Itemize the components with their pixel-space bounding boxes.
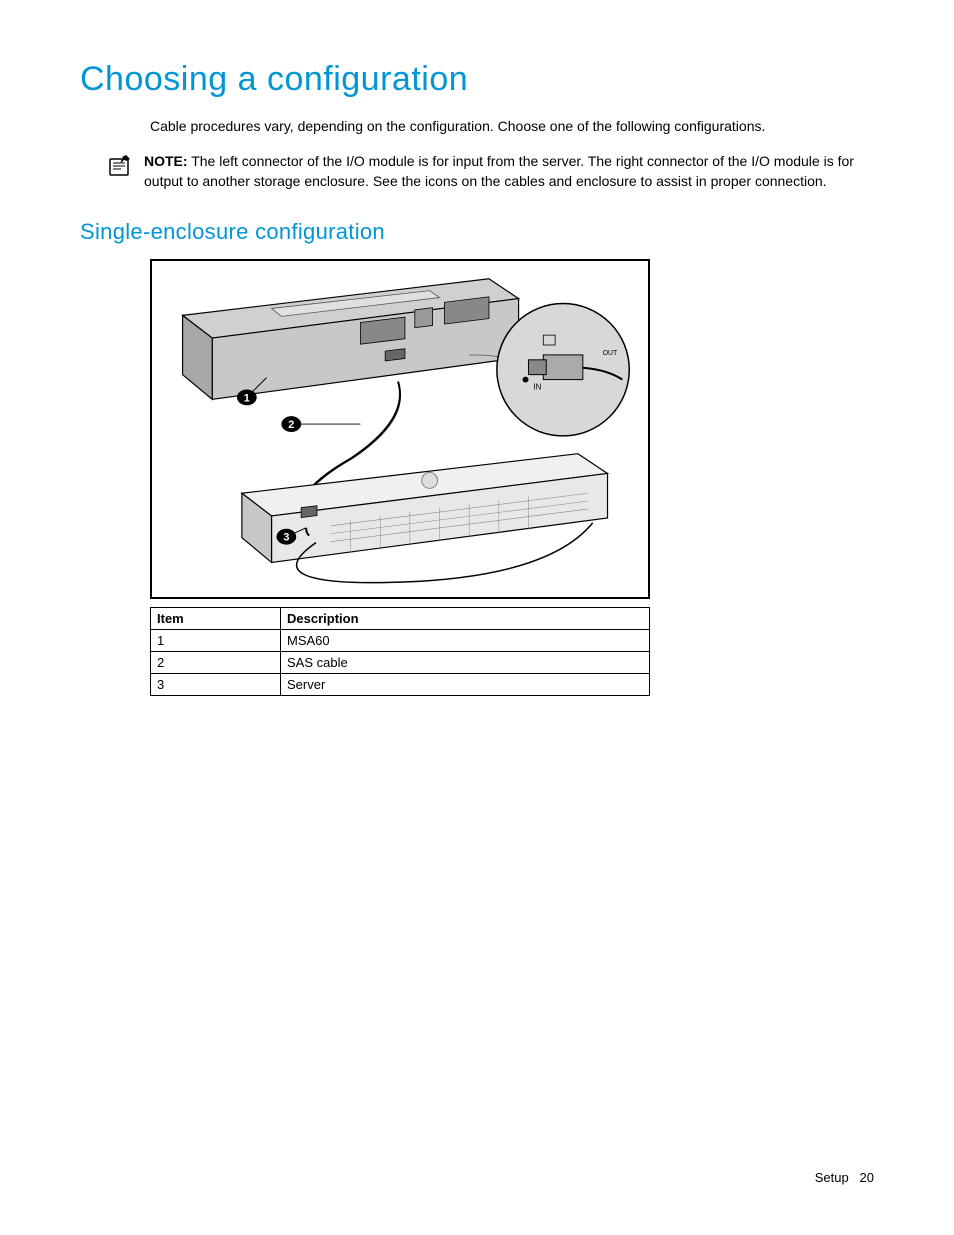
page-heading: Choosing a configuration xyxy=(80,60,874,99)
cell-description: MSA60 xyxy=(281,630,650,652)
col-header-description: Description xyxy=(281,608,650,630)
note-icon xyxy=(106,153,134,177)
svg-text:IN: IN xyxy=(533,383,541,392)
note-block: NOTE: The left connector of the I/O modu… xyxy=(80,151,874,192)
enclosure-bottom xyxy=(242,454,608,563)
cell-description: Server xyxy=(281,674,650,696)
configuration-diagram: IN OUT 1 2 3 xyxy=(150,259,650,599)
svg-text:OUT: OUT xyxy=(603,350,618,357)
col-header-item: Item xyxy=(151,608,281,630)
page-footer: Setup 20 xyxy=(815,1170,874,1185)
table-row: 3 Server xyxy=(151,674,650,696)
cell-item: 1 xyxy=(151,630,281,652)
table-row: 2 SAS cable xyxy=(151,652,650,674)
svg-text:2: 2 xyxy=(288,419,294,431)
callout-2: 2 xyxy=(281,416,360,432)
cell-description: SAS cable xyxy=(281,652,650,674)
section-heading: Single-enclosure configuration xyxy=(80,219,874,245)
footer-section: Setup xyxy=(815,1170,849,1185)
note-label: NOTE: xyxy=(144,153,188,169)
enclosure-top xyxy=(183,279,519,400)
detail-circle: IN OUT xyxy=(497,304,629,436)
note-body: The left connector of the I/O module is … xyxy=(144,153,854,189)
table-header-row: Item Description xyxy=(151,608,650,630)
intro-paragraph: Cable procedures vary, depending on the … xyxy=(150,117,874,137)
diagram-svg: IN OUT 1 2 3 xyxy=(152,261,648,597)
item-description-table: Item Description 1 MSA60 2 SAS cable 3 S… xyxy=(150,607,650,696)
cell-item: 3 xyxy=(151,674,281,696)
cell-item: 2 xyxy=(151,652,281,674)
table-row: 1 MSA60 xyxy=(151,630,650,652)
footer-page: 20 xyxy=(860,1170,874,1185)
note-text: NOTE: The left connector of the I/O modu… xyxy=(144,151,874,192)
svg-text:1: 1 xyxy=(244,393,250,405)
svg-text:3: 3 xyxy=(283,532,289,544)
